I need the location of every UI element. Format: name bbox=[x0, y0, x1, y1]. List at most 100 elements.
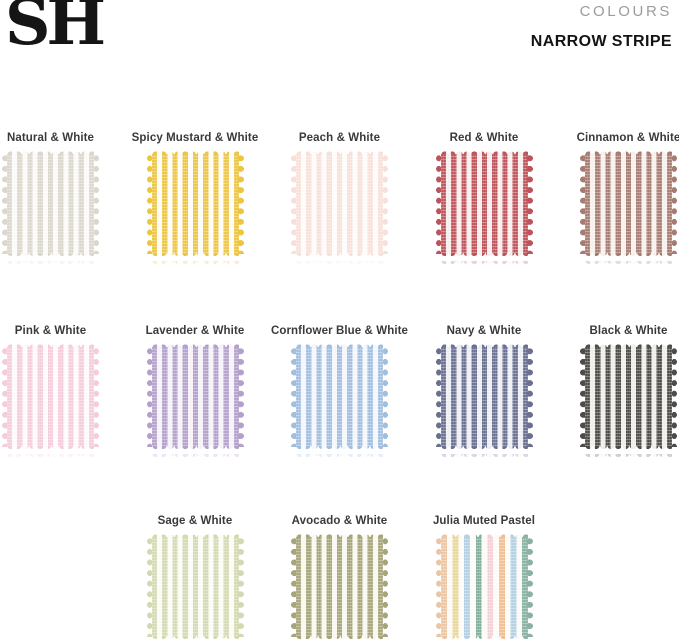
stripe-pattern bbox=[7, 347, 94, 446]
scallop-edge-bottom-icon bbox=[151, 252, 239, 257]
swatch-label: Black & White bbox=[589, 325, 668, 337]
scallop-edge-right-icon bbox=[238, 153, 244, 254]
brand-logo: SH bbox=[5, 0, 106, 59]
swatch-cell: Avocado & White bbox=[291, 511, 388, 640]
scallop-shadow bbox=[440, 260, 528, 265]
fabric-swatch bbox=[291, 533, 388, 640]
scallop-edge-right-icon bbox=[93, 346, 99, 447]
fabric-swatch bbox=[435, 533, 533, 640]
scallop-edge-right-icon bbox=[238, 346, 244, 447]
scallop-edge-right-icon bbox=[527, 536, 533, 637]
stripe-pattern bbox=[151, 537, 239, 636]
scallop-edge-right-icon bbox=[238, 536, 244, 637]
scallop-edge-bottom-icon bbox=[585, 445, 672, 450]
swatch-label: Lavender & White bbox=[145, 325, 245, 337]
scallop-edge-top-icon bbox=[151, 343, 239, 348]
scallop-edge-bottom-icon bbox=[7, 445, 94, 450]
scallop-edge-left-icon bbox=[2, 153, 8, 254]
swatch-label: Cornflower Blue & White bbox=[270, 325, 409, 337]
scallop-edge-left-icon bbox=[580, 153, 586, 254]
stripe-pattern bbox=[296, 154, 383, 253]
swatch-cell: Red & White bbox=[435, 128, 533, 265]
scallop-shadow bbox=[440, 453, 528, 458]
scallop-edge-left-icon bbox=[291, 536, 297, 637]
scallop-edge-bottom-icon bbox=[151, 445, 239, 450]
swatch-row: Natural & White Spicy Mustard & White Pe… bbox=[0, 128, 679, 265]
scallop-edge-bottom-icon bbox=[296, 445, 383, 450]
scallop-edge-left-icon bbox=[435, 536, 441, 637]
swatch-label: Cinnamon & White bbox=[576, 132, 679, 144]
scallop-edge-top-icon bbox=[151, 150, 239, 155]
fabric-swatch bbox=[291, 343, 388, 458]
stripe-pattern bbox=[440, 347, 528, 446]
scallop-edge-right-icon bbox=[671, 153, 677, 254]
stripe-pattern bbox=[151, 154, 239, 253]
collection-name: NARROW STRIPE bbox=[530, 33, 672, 50]
scallop-shadow bbox=[585, 260, 672, 265]
scallop-edge-bottom-icon bbox=[440, 252, 528, 257]
swatch-cell: Julia Muted Pastel bbox=[432, 511, 536, 640]
scallop-edge-left-icon bbox=[291, 346, 297, 447]
fabric-swatch bbox=[580, 343, 677, 458]
scallop-edge-bottom-icon bbox=[7, 252, 94, 257]
scallop-edge-right-icon bbox=[382, 153, 388, 254]
scallop-edge-top-icon bbox=[151, 533, 239, 538]
scallop-edge-bottom-icon bbox=[151, 635, 239, 640]
stripe-pattern bbox=[585, 347, 672, 446]
scallop-edge-left-icon bbox=[146, 536, 152, 637]
scallop-edge-top-icon bbox=[585, 150, 672, 155]
scallop-edge-top-icon bbox=[440, 150, 528, 155]
swatch-label: Julia Muted Pastel bbox=[432, 515, 536, 527]
scallop-shadow bbox=[7, 453, 94, 458]
swatch-cell: Black & White bbox=[580, 321, 677, 458]
scallop-edge-top-icon bbox=[296, 150, 383, 155]
stripe-pattern bbox=[440, 154, 528, 253]
stripe-pattern bbox=[151, 347, 239, 446]
scallop-edge-bottom-icon bbox=[440, 445, 528, 450]
stripe-pattern bbox=[296, 537, 383, 636]
scallop-edge-bottom-icon bbox=[296, 252, 383, 257]
fabric-swatch bbox=[435, 343, 533, 458]
fabric-swatch bbox=[2, 343, 99, 458]
scallop-edge-right-icon bbox=[527, 153, 533, 254]
fabric-swatch bbox=[580, 150, 677, 265]
scallop-edge-bottom-icon bbox=[296, 635, 383, 640]
swatch-cell: Cinnamon & White bbox=[576, 128, 679, 265]
scallop-edge-left-icon bbox=[435, 346, 441, 447]
swatch-cell: Pink & White bbox=[2, 321, 99, 458]
scallop-edge-left-icon bbox=[2, 346, 8, 447]
scallop-edge-top-icon bbox=[296, 343, 383, 348]
swatch-label: Peach & White bbox=[298, 132, 381, 144]
collection-label: COLOURS bbox=[579, 3, 672, 20]
scallop-edge-left-icon bbox=[291, 153, 297, 254]
stripe-pattern bbox=[7, 154, 94, 253]
scallop-edge-right-icon bbox=[527, 346, 533, 447]
scallop-edge-bottom-icon bbox=[440, 635, 528, 640]
swatch-cell: Peach & White bbox=[291, 128, 388, 265]
swatch-cell: Natural & White bbox=[2, 128, 99, 265]
swatch-label: Red & White bbox=[449, 132, 519, 144]
scallop-shadow bbox=[296, 260, 383, 265]
scallop-edge-right-icon bbox=[382, 346, 388, 447]
scallop-edge-top-icon bbox=[585, 343, 672, 348]
fabric-swatch bbox=[146, 533, 244, 640]
swatch-label: Pink & White bbox=[14, 325, 87, 337]
fabric-swatch bbox=[2, 150, 99, 265]
scallop-edge-left-icon bbox=[146, 153, 152, 254]
scallop-edge-bottom-icon bbox=[585, 252, 672, 257]
swatch-cell: Cornflower Blue & White bbox=[270, 321, 409, 458]
scallop-edge-top-icon bbox=[7, 343, 94, 348]
scallop-edge-right-icon bbox=[382, 536, 388, 637]
scallop-shadow bbox=[585, 453, 672, 458]
scallop-shadow bbox=[7, 260, 94, 265]
swatch-row: Pink & White Lavender & White Cornflower… bbox=[0, 321, 679, 458]
stripe-pattern bbox=[440, 537, 528, 636]
scallop-shadow bbox=[151, 260, 239, 265]
swatch-label: Navy & White bbox=[446, 325, 522, 337]
swatch-cell: Navy & White bbox=[435, 321, 533, 458]
scallop-edge-top-icon bbox=[440, 533, 528, 538]
stripe-pattern bbox=[296, 347, 383, 446]
swatch-label: Sage & White bbox=[157, 515, 233, 527]
scallop-edge-left-icon bbox=[435, 153, 441, 254]
